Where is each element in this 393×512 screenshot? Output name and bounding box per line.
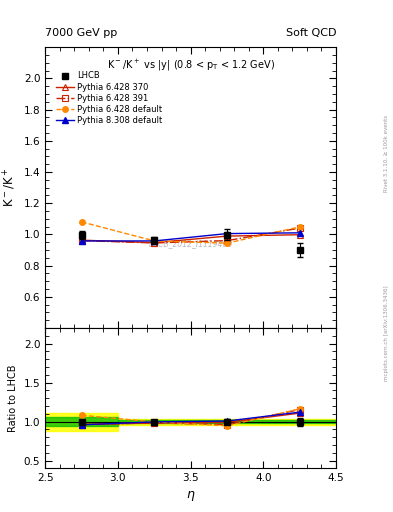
Y-axis label: Ratio to LHCB: Ratio to LHCB [8, 365, 18, 432]
X-axis label: $\eta$: $\eta$ [186, 489, 195, 503]
Text: K$^-$/K$^+$ vs |y| (0.8 < p$_\mathrm{T}$ < 1.2 GeV): K$^-$/K$^+$ vs |y| (0.8 < p$_\mathrm{T}$… [107, 58, 275, 73]
Y-axis label: K$^-$/K$^+$: K$^-$/K$^+$ [2, 168, 18, 207]
Text: mcplots.cern.ch [arXiv:1306.3436]: mcplots.cern.ch [arXiv:1306.3436] [384, 285, 389, 380]
Legend: LHCB, Pythia 6.428 370, Pythia 6.428 391, Pythia 6.428 default, Pythia 8.308 def: LHCB, Pythia 6.428 370, Pythia 6.428 391… [52, 68, 166, 128]
Bar [45, 413, 118, 431]
Bar [118, 420, 336, 423]
Text: 7000 GeV pp: 7000 GeV pp [45, 28, 118, 38]
Text: Soft QCD: Soft QCD [286, 28, 336, 38]
Text: Rivet 3.1.10, ≥ 100k events: Rivet 3.1.10, ≥ 100k events [384, 115, 389, 192]
Text: LHCB_2012_I1119400: LHCB_2012_I1119400 [149, 239, 233, 248]
Bar [118, 418, 336, 425]
Bar [45, 417, 118, 426]
